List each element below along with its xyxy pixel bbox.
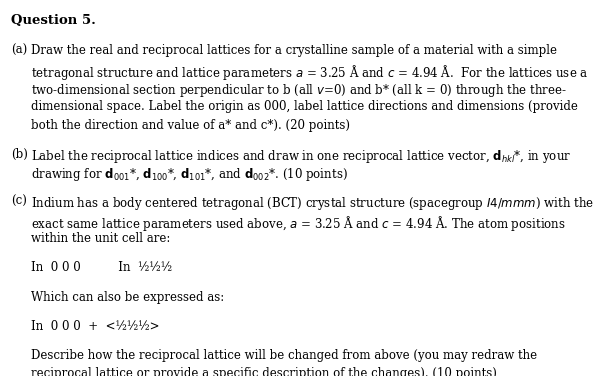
Text: Which can also be expressed as:: Which can also be expressed as: (31, 291, 224, 303)
Text: (b): (b) (11, 148, 28, 161)
Text: dimensional space. Label the origin as 000, label lattice directions and dimensi: dimensional space. Label the origin as 0… (31, 100, 577, 114)
Text: reciprocal lattice or provide a specific description of the changes). (10 points: reciprocal lattice or provide a specific… (31, 367, 496, 376)
Text: exact same lattice parameters used above, $a$ = 3.25 Å and $c$ = 4.94 Å. The ato: exact same lattice parameters used above… (31, 214, 565, 233)
Text: drawing for $\mathbf{d}_{001}$*, $\mathbf{d}_{100}$*, $\mathbf{d}_{101}$*, and $: drawing for $\mathbf{d}_{001}$*, $\mathb… (31, 167, 347, 183)
Text: (c): (c) (11, 195, 27, 208)
Text: Label the reciprocal lattice indices and draw in one reciprocal lattice vector, : Label the reciprocal lattice indices and… (31, 148, 571, 165)
Text: Draw the real and reciprocal lattices for a crystalline sample of a material wit: Draw the real and reciprocal lattices fo… (31, 44, 556, 57)
Text: In  0 0 0          In  ½½½: In 0 0 0 In ½½½ (31, 261, 172, 274)
Text: both the direction and value of a* and c*). (20 points): both the direction and value of a* and c… (31, 119, 350, 132)
Text: two-dimensional section perpendicular to b (all $v$=0) and b* (all k = 0) throug: two-dimensional section perpendicular to… (31, 82, 567, 99)
Text: Question 5.: Question 5. (11, 14, 96, 27)
Text: tetragonal structure and lattice parameters $a$ = 3.25 Å and $c$ = 4.94 Å.  For : tetragonal structure and lattice paramet… (31, 63, 588, 82)
Text: In  0 0 0  +  <½½½>: In 0 0 0 + <½½½> (31, 320, 159, 333)
Text: Indium has a body centered tetragonal (BCT) crystal structure (spacegroup $I4/mm: Indium has a body centered tetragonal (B… (31, 195, 594, 212)
Text: Describe how the reciprocal lattice will be changed from above (you may redraw t: Describe how the reciprocal lattice will… (31, 349, 537, 362)
Text: (a): (a) (11, 44, 27, 57)
Text: within the unit cell are:: within the unit cell are: (31, 232, 170, 246)
